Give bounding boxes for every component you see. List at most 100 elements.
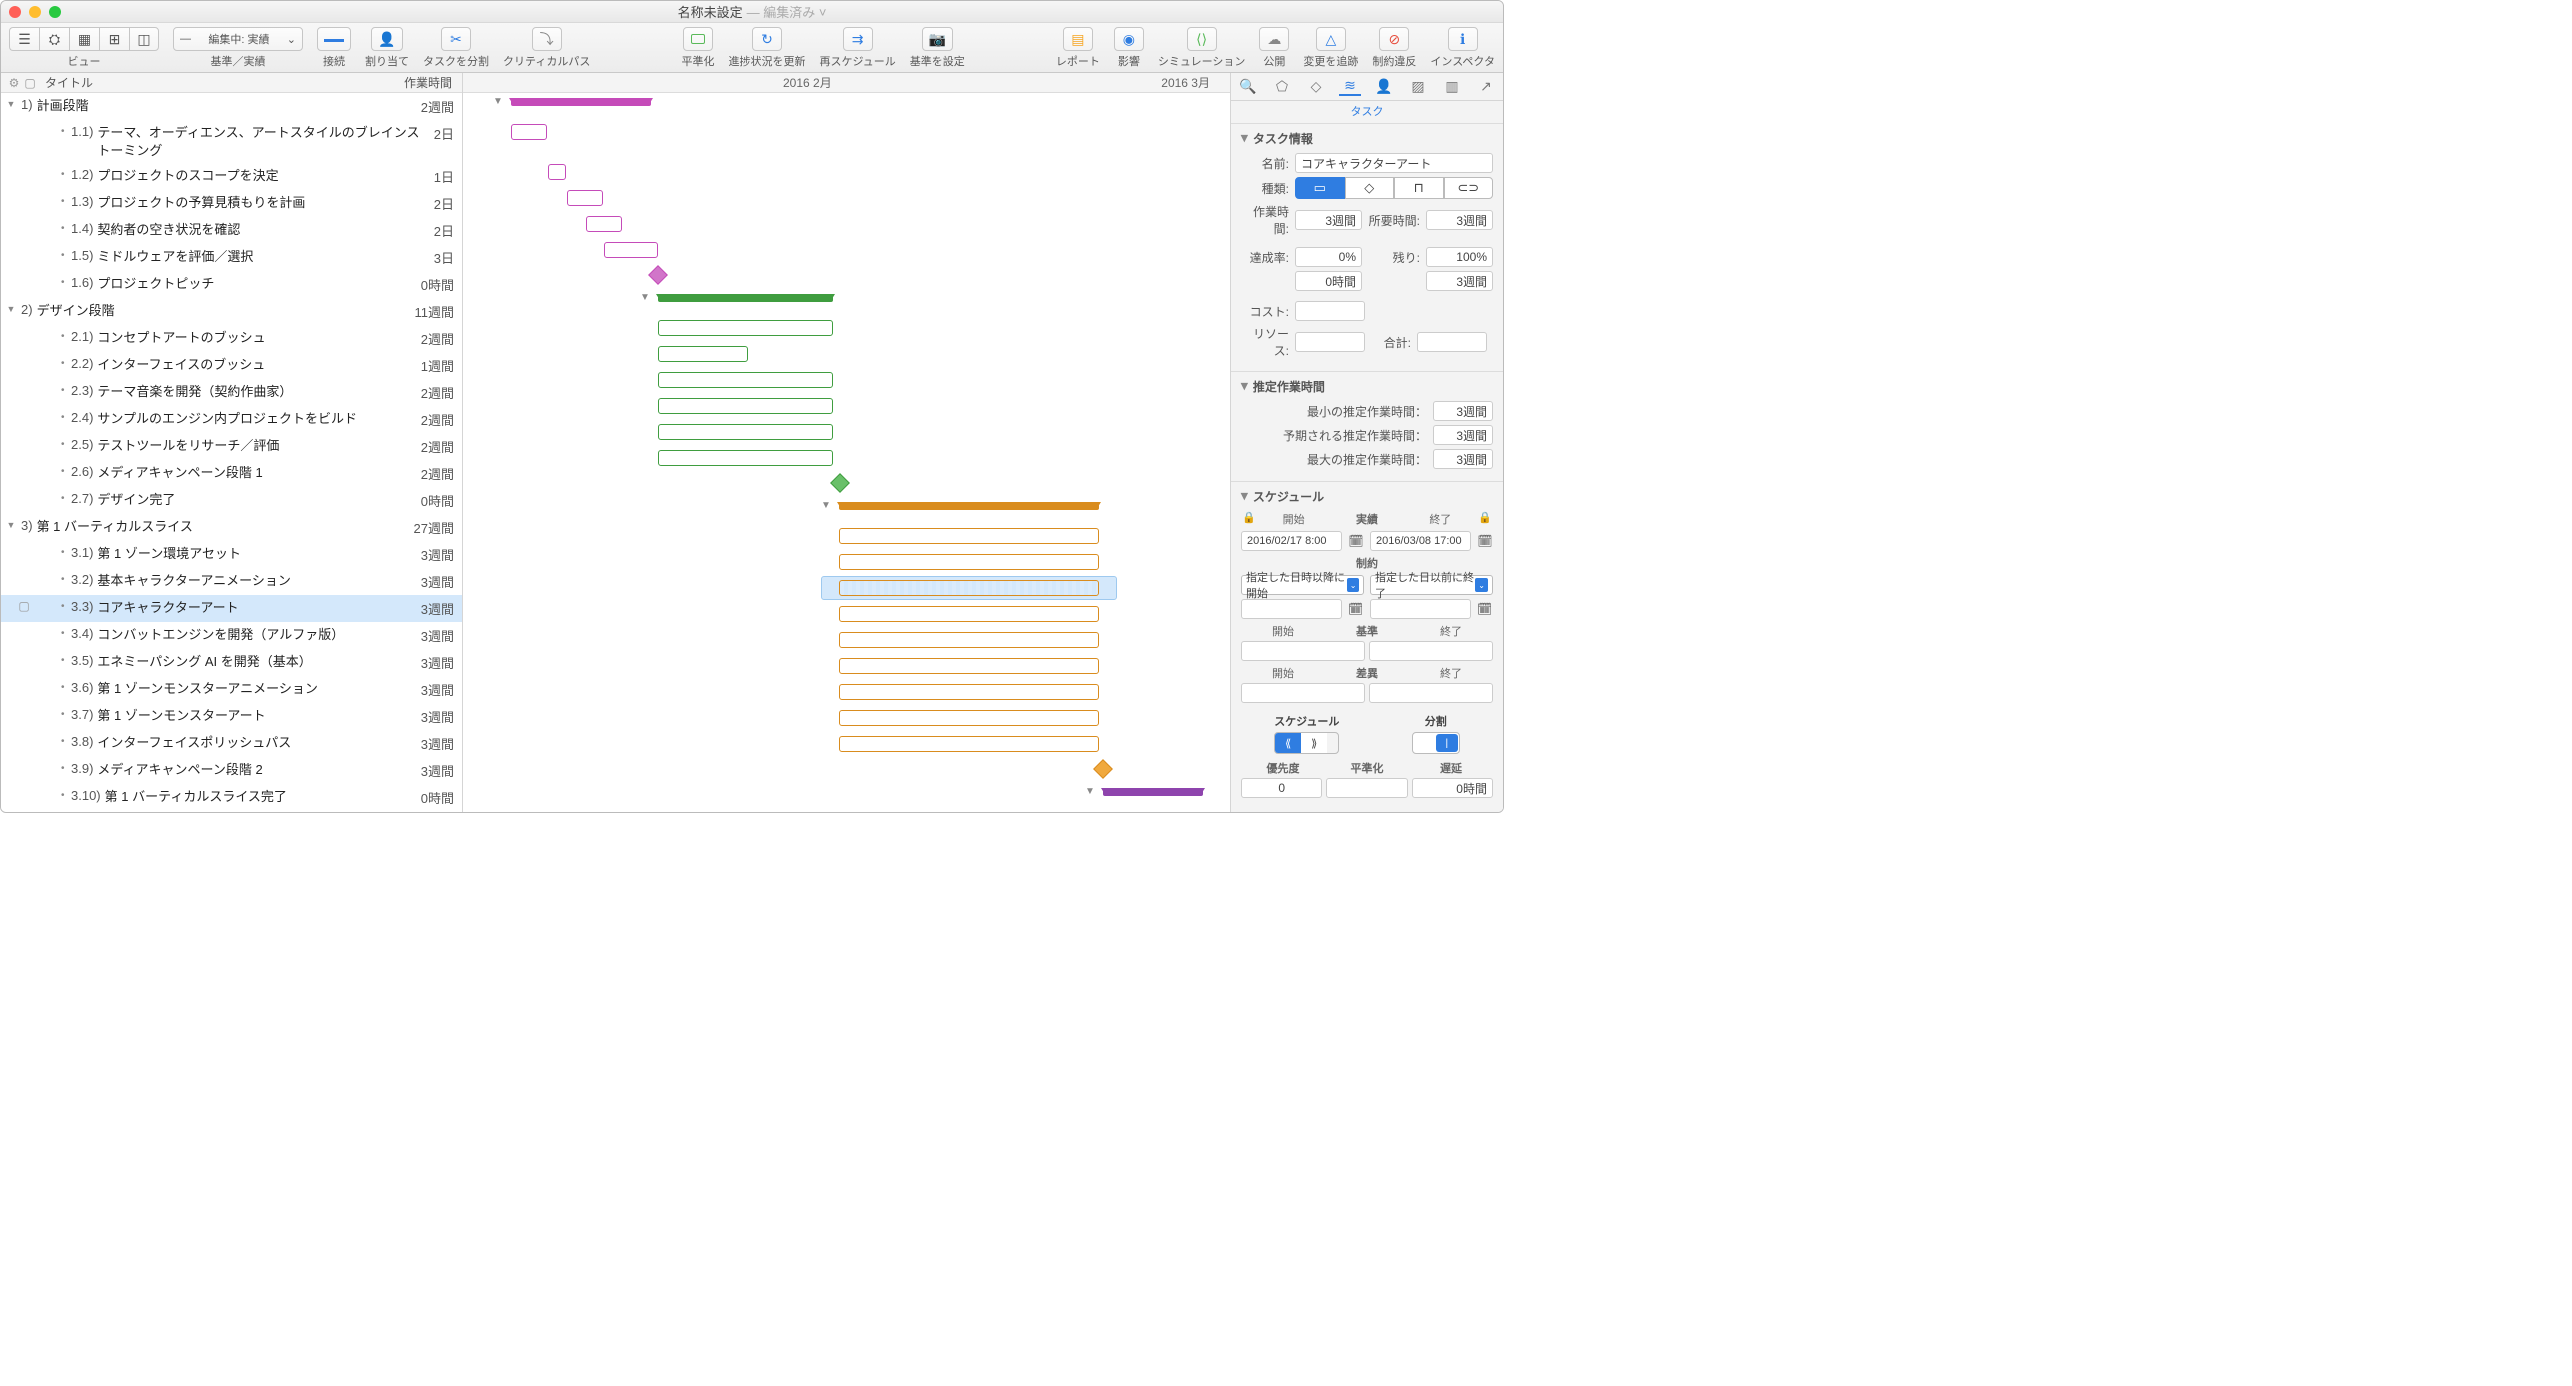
type-task-icon[interactable]: ▭: [1295, 177, 1345, 199]
view-network-icon[interactable]: ⊞: [99, 27, 129, 51]
type-hammock-icon[interactable]: ⊓: [1394, 177, 1444, 199]
outline-task-row[interactable]: •1.1)テーマ、オーディエンス、アートスタイルのブレインストーミング2日: [1, 120, 462, 163]
outline-task-row[interactable]: •3.4)コンバットエンジンを開発（アルファ版）3週間: [1, 622, 462, 649]
duration-input[interactable]: 3週間: [1426, 210, 1493, 230]
edited-indicator[interactable]: — 編集済み ˅: [747, 2, 827, 21]
gantt-task-bar[interactable]: [839, 580, 1099, 596]
outline-task-row[interactable]: •2.2)インターフェイスのブッシュ1週間: [1, 352, 462, 379]
gantt-task-bar[interactable]: [839, 606, 1099, 622]
view-board-icon[interactable]: ◫: [129, 27, 159, 51]
gantt-task-bar[interactable]: [658, 450, 833, 466]
inspector-button[interactable]: ℹ: [1448, 27, 1478, 51]
gantt-task-bar[interactable]: [658, 320, 833, 336]
gantt-disclosure-icon[interactable]: ▼: [493, 96, 503, 107]
publish-button[interactable]: ☁: [1259, 27, 1289, 51]
gantt-task-bar[interactable]: [548, 164, 566, 180]
outline-task-row[interactable]: •3.5)エネミーパシング AI を開発（基本）3週間: [1, 649, 462, 676]
disclosure-icon[interactable]: ▼: [3, 97, 19, 109]
lock-end-icon[interactable]: 🔒: [1477, 511, 1493, 527]
outline-group-row[interactable]: ▼2)デザイン段階11週間: [1, 298, 462, 325]
gantt-task-bar[interactable]: [839, 658, 1099, 674]
gantt-group-bar[interactable]: [658, 294, 833, 302]
gantt-task-bar[interactable]: [839, 684, 1099, 700]
start-date-input[interactable]: 2016/02/17 8:00: [1241, 531, 1342, 551]
end-date-input[interactable]: 2016/03/08 17:00: [1370, 531, 1471, 551]
complete-hours-input[interactable]: 0時間: [1295, 271, 1362, 291]
report-button[interactable]: ▤: [1063, 27, 1093, 51]
violations-button[interactable]: ⊘: [1379, 27, 1409, 51]
outline-task-row[interactable]: •3.9)メディアキャンペーン段階 23週間: [1, 757, 462, 784]
calendar-end-icon[interactable]: 🗓: [1477, 534, 1493, 548]
outline-task-row[interactable]: •1.2)プロジェクトのスコープを決定1日: [1, 163, 462, 190]
sched-back-icon[interactable]: ⟪: [1275, 733, 1301, 753]
gantt-milestone[interactable]: [830, 473, 850, 493]
effort-input[interactable]: 3週間: [1295, 210, 1362, 230]
leveling-input[interactable]: [1326, 778, 1407, 798]
type-segmented[interactable]: ▭◇⊓⊂⊃: [1295, 177, 1493, 199]
update-button[interactable]: ↻: [752, 27, 782, 51]
gantt-group-bar[interactable]: [511, 98, 651, 106]
constraint-end-dropdown[interactable]: 指定した日以前に終了⌄: [1370, 575, 1493, 595]
outline-task-row[interactable]: •2.5)テストツールをリサーチ／評価2週間: [1, 433, 462, 460]
close-icon[interactable]: [9, 6, 21, 18]
delay-input[interactable]: 0時間: [1412, 778, 1493, 798]
outline-body[interactable]: ▼1)計画段階2週間•1.1)テーマ、オーディエンス、アートスタイルのブレインス…: [1, 93, 462, 812]
calendar-c1-icon[interactable]: 🗓: [1348, 602, 1364, 616]
outline-task-row[interactable]: •3.8)インターフェイスポリッシュパス3週間: [1, 730, 462, 757]
calendar-c2-icon[interactable]: 🗓: [1477, 602, 1493, 616]
gantt-disclosure-icon[interactable]: ▼: [821, 500, 831, 511]
baseline-set-button[interactable]: 📷: [922, 27, 953, 51]
gantt-task-bar[interactable]: [567, 190, 603, 206]
style-tab-icon[interactable]: ◇: [1305, 78, 1327, 96]
constraint-start-date[interactable]: [1241, 599, 1342, 619]
remain-weeks-input[interactable]: 3週間: [1426, 271, 1493, 291]
resource-tab-icon[interactable]: 👤: [1373, 78, 1395, 96]
min-est-input[interactable]: 3週間: [1433, 401, 1493, 421]
base-start-input[interactable]: [1241, 641, 1365, 661]
remain-input[interactable]: 100%: [1426, 247, 1493, 267]
outline-task-row[interactable]: •1.5)ミドルウェアを評価／選択3日: [1, 244, 462, 271]
outline-task-row[interactable]: •1.3)プロジェクトの予算見積もりを計画2日: [1, 190, 462, 217]
outline-task-row[interactable]: •3.7)第 1 ゾーンモンスターアート3週間: [1, 703, 462, 730]
gantt-milestone[interactable]: [1093, 759, 1113, 779]
outline-task-row[interactable]: •2.4)サンプルのエンジン内プロジェクトをビルド2週間: [1, 406, 462, 433]
outline-task-row[interactable]: •3.6)第 1 ゾーンモンスターアニメーション3週間: [1, 676, 462, 703]
task-tab-icon[interactable]: ≋: [1339, 78, 1361, 96]
outline-task-row[interactable]: •2.3)テーマ音楽を開発（契約作曲家）2週間: [1, 379, 462, 406]
gantt-milestone[interactable]: [648, 265, 668, 285]
gantt-task-bar[interactable]: [839, 736, 1099, 752]
columns-tab-icon[interactable]: ▥: [1441, 78, 1463, 96]
priority-input[interactable]: 0: [1241, 778, 1322, 798]
view-gantt-icon[interactable]: ☰: [9, 27, 39, 51]
view-resource-icon[interactable]: ⛭: [39, 27, 69, 51]
outline-task-row[interactable]: •1.6)プロジェクトピッチ0時間: [1, 271, 462, 298]
outline-group-row[interactable]: ▼1)計画段階2週間: [1, 93, 462, 120]
export-tab-icon[interactable]: ↗: [1475, 78, 1497, 96]
impact-button[interactable]: ◉: [1114, 27, 1144, 51]
simulation-button[interactable]: ⟨⟩: [1187, 27, 1217, 51]
resource-input[interactable]: [1295, 332, 1365, 352]
exp-est-input[interactable]: 3週間: [1433, 425, 1493, 445]
name-input[interactable]: コアキャラクターアート: [1295, 153, 1493, 173]
gantt-task-bar[interactable]: [658, 398, 833, 414]
max-est-input[interactable]: 3週間: [1433, 449, 1493, 469]
gantt-task-bar[interactable]: [511, 124, 547, 140]
minimize-icon[interactable]: [29, 6, 41, 18]
gantt-group-bar[interactable]: [839, 502, 1099, 510]
calendar-start-icon[interactable]: 🗓: [1348, 534, 1364, 548]
outline-task-row[interactable]: •3.10)第 1 バーティカルスライス完了0時間: [1, 784, 462, 811]
type-milestone-icon[interactable]: ◇: [1345, 177, 1395, 199]
note-small-icon[interactable]: ▢: [23, 76, 37, 90]
gantt-disclosure-icon[interactable]: ▼: [1085, 786, 1095, 797]
gantt-task-bar[interactable]: [839, 710, 1099, 726]
outline-task-row[interactable]: •1.4)契約者の空き状況を確認2日: [1, 217, 462, 244]
outline-task-row[interactable]: •2.1)コンセプトアートのブッシュ2週間: [1, 325, 462, 352]
gantt-task-bar[interactable]: [586, 216, 622, 232]
gantt-task-bar[interactable]: [604, 242, 658, 258]
outline-task-row[interactable]: •3.2)基本キャラクターアニメーション3週間: [1, 568, 462, 595]
gear-small-icon[interactable]: ⚙: [7, 76, 21, 90]
gantt-task-bar[interactable]: [658, 424, 833, 440]
edit-mode-dropdown[interactable]: —編集中: 実績⌄: [173, 27, 303, 51]
complete-input[interactable]: 0%: [1295, 247, 1362, 267]
type-group-icon[interactable]: ⊂⊃: [1444, 177, 1494, 199]
